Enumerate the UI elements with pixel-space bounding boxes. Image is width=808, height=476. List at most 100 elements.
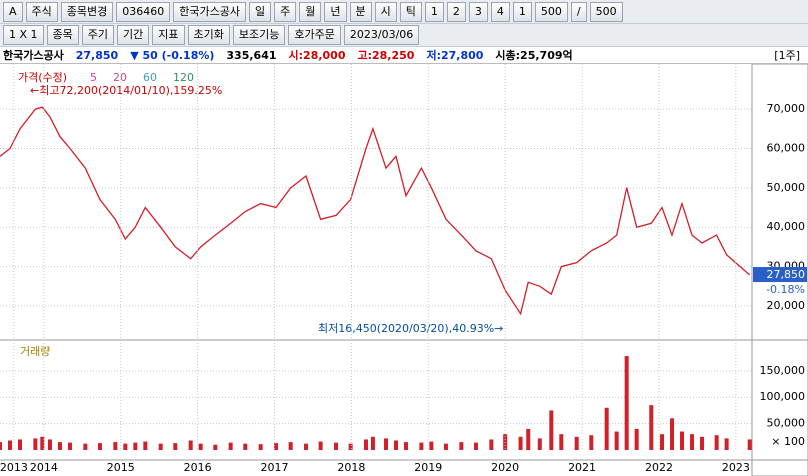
last-change: -0.18%	[766, 283, 805, 296]
volume-bar	[459, 442, 464, 450]
toolbar-button[interactable]: 주식	[25, 1, 58, 22]
x-tick-label: 2017	[261, 461, 289, 474]
ma-legend: 20	[113, 71, 127, 84]
volume-bar	[680, 431, 685, 450]
toolbar-button[interactable]: 4	[490, 1, 510, 22]
volume-bar	[370, 436, 375, 450]
toolbar-button[interactable]: 초기화	[187, 25, 230, 45]
volume-bar	[443, 443, 448, 450]
volume-bar	[670, 418, 675, 450]
toolbar-button[interactable]: 분	[349, 1, 372, 22]
volume-bar	[518, 436, 523, 450]
info-bar: 한국가스공사 27,850 ▼ 50 (-0.18%) 335,641 시:28…	[0, 47, 808, 64]
panel-title: 거래량	[20, 345, 50, 358]
volume-bar	[113, 442, 118, 450]
volume-bar	[724, 438, 729, 450]
volume-bar	[649, 405, 654, 450]
volume-bar	[33, 438, 38, 450]
volume-bar	[274, 443, 279, 450]
volume-bar	[660, 434, 665, 450]
volume-bar	[574, 436, 579, 450]
chart: 20,00030,00040,00050,00060,00070,000가격(수…	[0, 64, 808, 476]
volume-bar	[133, 442, 138, 450]
volume-bar	[173, 443, 178, 450]
toolbar-button[interactable]: 기간	[117, 25, 150, 45]
volume-bar	[383, 438, 388, 450]
volume-bar	[537, 438, 542, 450]
volume-bar	[700, 436, 705, 450]
high: 고:28,250	[357, 49, 415, 62]
market-cap: 시총:25,709억	[495, 49, 573, 62]
toolbar-button[interactable]: 틱	[399, 1, 422, 22]
toolbar-row: 1 X 1 종목 주기 기간 지표 초기화 보조기능 호가주문 2023/03/06	[0, 24, 808, 47]
toolbar-row: A 주식 종목변경 036460 한국가스공사 일 주 월 년 분 시 틱 1 2 3 4 1 500/500	[0, 0, 808, 24]
x-tick-label: 2022	[645, 461, 673, 474]
toolbar-button[interactable]: 500	[589, 1, 623, 22]
volume-bar	[143, 441, 148, 450]
toolbar-button[interactable]: 1 X 1	[3, 25, 44, 45]
volume-bar	[0, 442, 2, 450]
toolbar-button[interactable]: /	[570, 1, 587, 22]
price-line	[0, 106, 751, 316]
toolbar-button[interactable]: 종목변경	[60, 1, 114, 22]
low: 저:27,800	[426, 49, 484, 62]
volume-bar	[40, 436, 45, 450]
unit-label: × 100	[771, 435, 805, 448]
toolbar-button[interactable]: 주	[274, 1, 297, 22]
volume-bar	[393, 440, 398, 450]
toolbar-button[interactable]: 500	[534, 1, 568, 22]
volume-bar	[348, 443, 353, 450]
toolbar-button[interactable]: 년	[324, 1, 347, 22]
last-price-box	[753, 267, 807, 283]
toolbar-button[interactable]: 호가주문	[288, 25, 341, 45]
volume-bar	[634, 428, 639, 450]
toolbar-button[interactable]: 시	[374, 1, 397, 22]
toolbar-button[interactable]: 한국가스공사	[173, 1, 246, 22]
toolbar-button[interactable]: 지표	[152, 25, 185, 45]
x-tick-label: 2013	[0, 461, 28, 474]
volume-bar	[403, 442, 408, 450]
volume-bar	[158, 443, 163, 450]
toolbar-button[interactable]: 보조기능	[232, 25, 286, 45]
volume-bar	[213, 444, 218, 450]
y-tick-label: 50,000	[767, 181, 806, 194]
toolbar-button[interactable]: 1	[512, 1, 532, 22]
open: 시:28,000	[288, 49, 346, 62]
toolbar-button[interactable]: 2023/03/06	[343, 25, 420, 45]
price: 27,850	[75, 48, 119, 62]
volume-bar	[714, 435, 719, 450]
volume-bar	[67, 442, 72, 450]
y-tick-label: 50,000	[767, 417, 806, 430]
toolbar-button[interactable]: 월	[299, 1, 322, 22]
toolbar-button[interactable]: A	[3, 1, 23, 22]
annotation: ←최고72,200(2014/01/10),159.25%	[30, 84, 222, 97]
volume-bar	[188, 440, 193, 450]
volume-bar	[83, 443, 88, 450]
x-tick-label: 2020	[491, 461, 519, 474]
volume-bar	[364, 439, 369, 450]
x-tick-label: 2015	[107, 461, 135, 474]
x-tick-label: 2018	[337, 461, 365, 474]
x-tick-label: 2021	[568, 461, 596, 474]
y-tick-label: 100,000	[760, 390, 806, 403]
toolbar-button[interactable]: 일	[249, 1, 272, 22]
volume-bar	[17, 439, 22, 450]
volume-bar	[288, 442, 293, 450]
toolbar-button[interactable]: 2	[446, 1, 466, 22]
volume-bar	[258, 444, 263, 450]
ma-legend: 120	[173, 71, 194, 84]
x-tick-label: 2019	[414, 461, 442, 474]
volume-bar	[549, 410, 554, 450]
y-tick-label: 60,000	[767, 141, 806, 154]
volume-bar	[614, 431, 619, 450]
toolbar-button[interactable]: 주기	[81, 25, 115, 45]
toolbar-button[interactable]: 3	[468, 1, 488, 22]
toolbar-button[interactable]: 종목	[46, 25, 79, 45]
toolbar-button[interactable]: 1	[424, 1, 444, 22]
toolbar-button[interactable]: 036460	[116, 1, 171, 22]
volume-bar	[57, 442, 62, 450]
volume-bar	[304, 443, 309, 450]
y-tick-label: 70,000	[767, 102, 806, 115]
volume-bar	[559, 434, 564, 450]
